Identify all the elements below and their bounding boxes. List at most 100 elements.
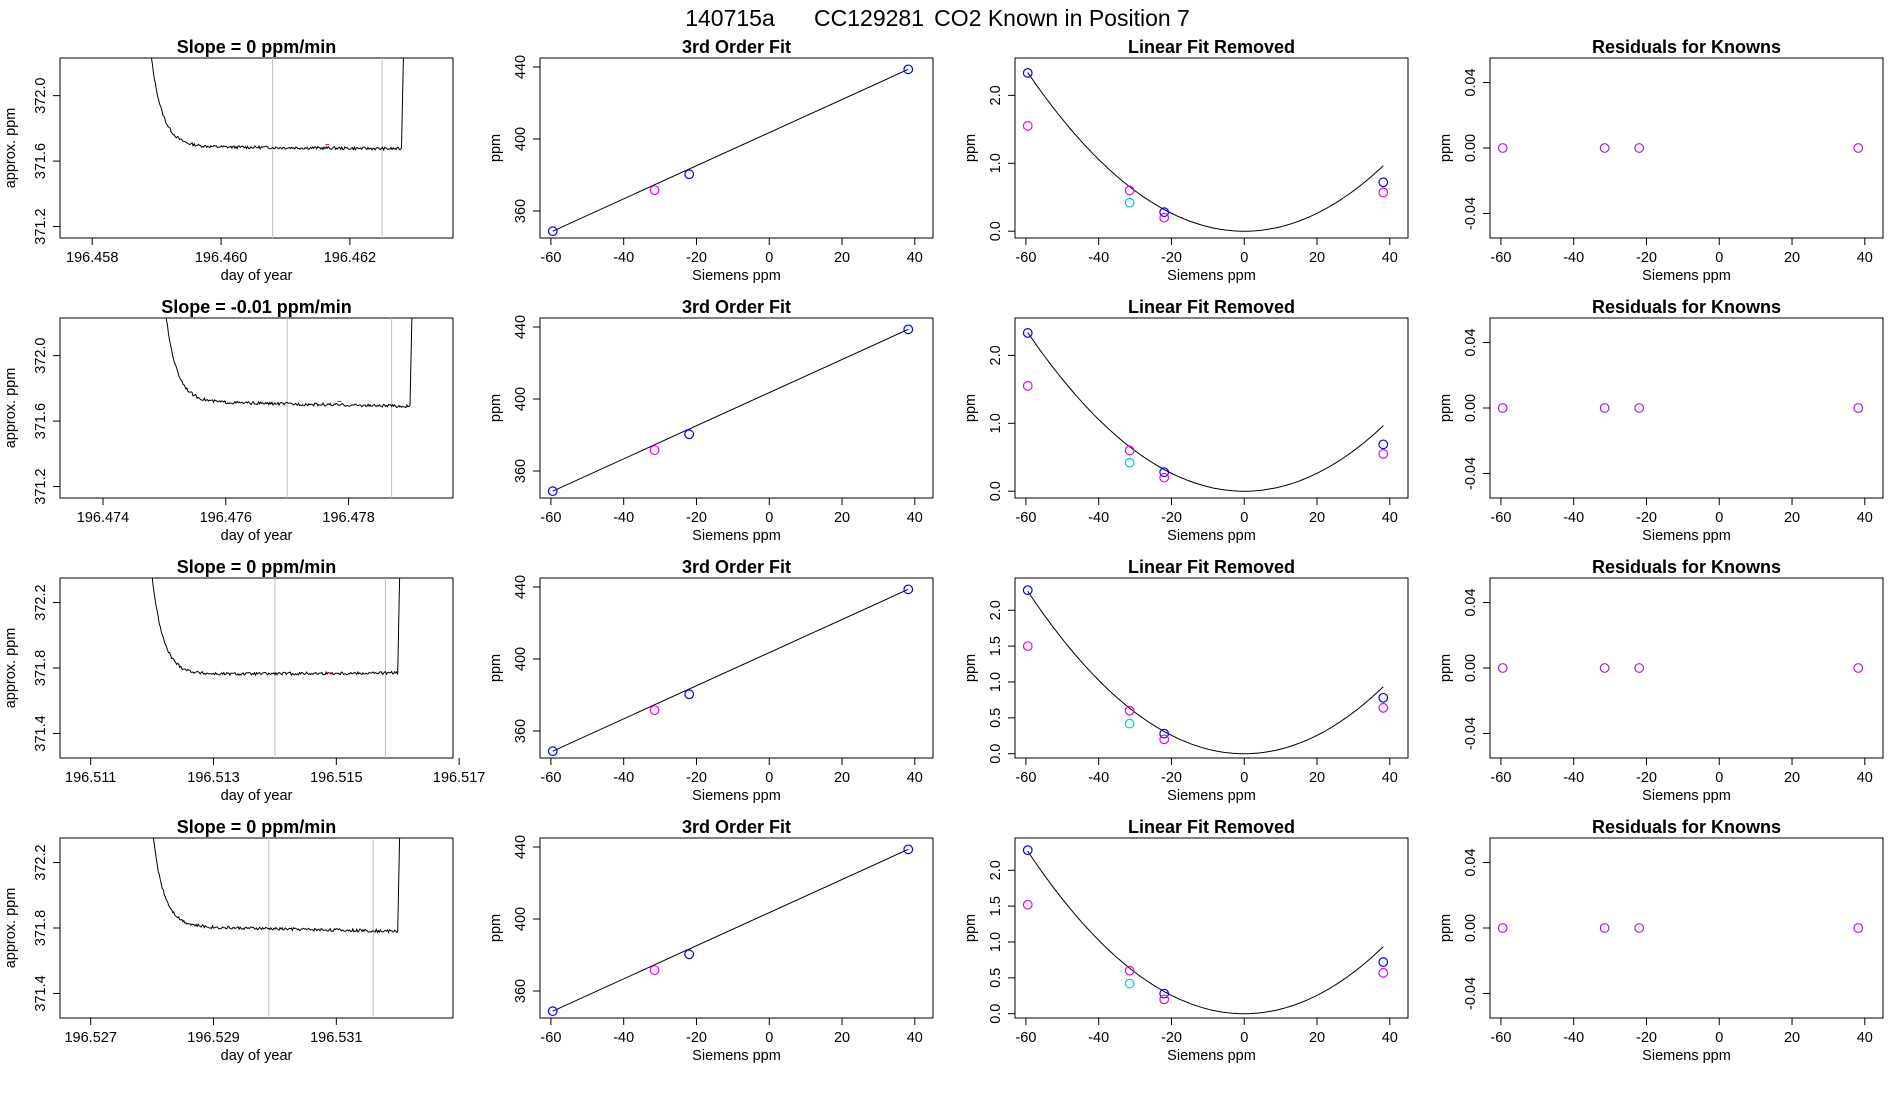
data-point: [903, 584, 914, 595]
data-point: [1599, 663, 1610, 673]
y-tick-label: 0.5: [988, 968, 1004, 988]
x-tick-label: 40: [1857, 510, 1873, 526]
y-tick-label: 1.0: [988, 672, 1004, 692]
x-axis-label: Siemens ppm: [692, 268, 781, 284]
y-axis-label: approx. ppm: [3, 108, 19, 189]
x-tick-label: 20: [834, 770, 850, 786]
y-tick-label: 372.0: [33, 337, 49, 373]
ppm-trace: [165, 318, 413, 409]
x-tick-label: -20: [1161, 1030, 1182, 1046]
y-tick-label: 440: [513, 575, 529, 599]
x-tick-label: 196.460: [195, 250, 247, 266]
panel-title: 3rd Order Fit: [682, 557, 791, 577]
data-point: [903, 64, 914, 75]
plot-frame: [1014, 57, 1409, 239]
data-point: [1378, 448, 1389, 459]
x-tick-label: -20: [1161, 510, 1182, 526]
y-tick-label: 0.00: [1463, 654, 1479, 682]
x-axis-label: Siemens ppm: [1642, 788, 1731, 804]
data-point: [1124, 197, 1135, 208]
data-point: [1159, 988, 1170, 999]
data-point: [1853, 663, 1864, 673]
panel-r4-fit: 3rd Order Fit -60 -40 -20 0 20 40 360 400 440 Siem…: [488, 817, 934, 1064]
plot-area: [547, 844, 914, 1017]
x-tick-label: -20: [1161, 770, 1182, 786]
x-tick-label: -40: [613, 250, 634, 266]
data-point: [1634, 403, 1645, 413]
y-tick-label: -0.04: [1463, 197, 1479, 230]
panel-title: Residuals for Knowns: [1592, 297, 1781, 317]
plot-area: [547, 64, 914, 237]
data-point: [1022, 641, 1033, 652]
x-tick-label: 40: [907, 770, 923, 786]
data-point: [547, 1006, 558, 1017]
y-tick-label: 0.0: [988, 221, 1004, 241]
x-tick-label: -60: [1490, 1030, 1511, 1046]
data-point: [1599, 143, 1610, 153]
panel-title: Slope = 0 ppm/min: [177, 557, 337, 577]
y-axis-label: ppm: [1438, 134, 1454, 162]
panel-r1-fit: 3rd Order Fit -60 -40 -20 0 20 40 360 400 440 Siem…: [488, 37, 934, 284]
x-tick-label: 196.517: [433, 770, 485, 786]
data-point: [1159, 994, 1170, 1005]
data-point: [1159, 734, 1170, 745]
x-tick-label: 196.458: [66, 250, 118, 266]
x-tick-label: 20: [834, 1030, 850, 1046]
plot-frame: [539, 837, 934, 1019]
data-point: [1124, 445, 1135, 456]
plot-area: [547, 324, 914, 497]
fit-line: [552, 588, 909, 752]
y-tick-label: 371.6: [33, 143, 49, 179]
y-tick-label: 2.0: [988, 85, 1004, 105]
plot-area: [1497, 403, 1864, 413]
panel-title: Residuals for Knowns: [1592, 37, 1781, 57]
panel-r1-lin: Linear Fit Removed -60 -40 -20 0 20 40 0.0 1.0 2.…: [963, 37, 1409, 284]
fit-curve: [1027, 850, 1384, 1015]
y-axis-label: ppm: [488, 394, 504, 422]
data-point: [1159, 467, 1170, 478]
plot-area: [1497, 923, 1864, 933]
y-axis-label: ppm: [1438, 394, 1454, 422]
x-tick-label: -40: [1563, 510, 1584, 526]
x-tick-label: -60: [1015, 1030, 1036, 1046]
y-axis-label: ppm: [963, 914, 979, 942]
data-point: [1022, 68, 1033, 78]
panel-r4-trace: Slope = 0 ppm/min 196.527 196.529 196.531 37…: [3, 817, 454, 1064]
data-point: [684, 949, 695, 960]
fit-line: [552, 68, 909, 232]
data-point: [1634, 923, 1645, 933]
fit-line: [552, 328, 909, 492]
y-axis-label: ppm: [488, 654, 504, 682]
x-axis-label: day of year: [221, 1048, 293, 1064]
panel-title: 3rd Order Fit: [682, 297, 791, 317]
panel-r4-res: Residuals for Knowns -60 -40 -20 0 20 40 -0.04 0…: [1438, 817, 1884, 1064]
x-tick-label: 196.462: [324, 250, 376, 266]
x-tick-label: 40: [1382, 250, 1398, 266]
x-tick-label: 20: [1784, 510, 1800, 526]
y-tick-label: 1.0: [988, 413, 1004, 433]
plot-frame: [59, 57, 454, 239]
data-point: [1853, 143, 1864, 153]
x-tick-label: 196.527: [64, 1030, 116, 1046]
plot-area: [1022, 845, 1389, 1015]
data-point: [547, 746, 558, 757]
data-point: [1124, 978, 1135, 989]
data-point: [1497, 663, 1508, 673]
x-tick-label: 0: [765, 510, 773, 526]
x-tick-label: 40: [1382, 1030, 1398, 1046]
x-tick-label: -60: [540, 510, 561, 526]
data-point: [649, 185, 660, 196]
data-point: [649, 445, 660, 456]
data-point: [1124, 965, 1135, 976]
fit-curve: [1027, 72, 1384, 232]
data-point: [1159, 472, 1170, 483]
data-point: [1378, 967, 1389, 978]
y-tick-label: 1.0: [988, 153, 1004, 173]
x-tick-label: -60: [1015, 250, 1036, 266]
x-tick-label: 0: [765, 1030, 773, 1046]
y-tick-label: 1.0: [988, 932, 1004, 952]
x-tick-label: 40: [1857, 250, 1873, 266]
x-tick-label: -60: [1015, 770, 1036, 786]
y-tick-label: 372.2: [33, 584, 49, 620]
data-point: [684, 689, 695, 700]
